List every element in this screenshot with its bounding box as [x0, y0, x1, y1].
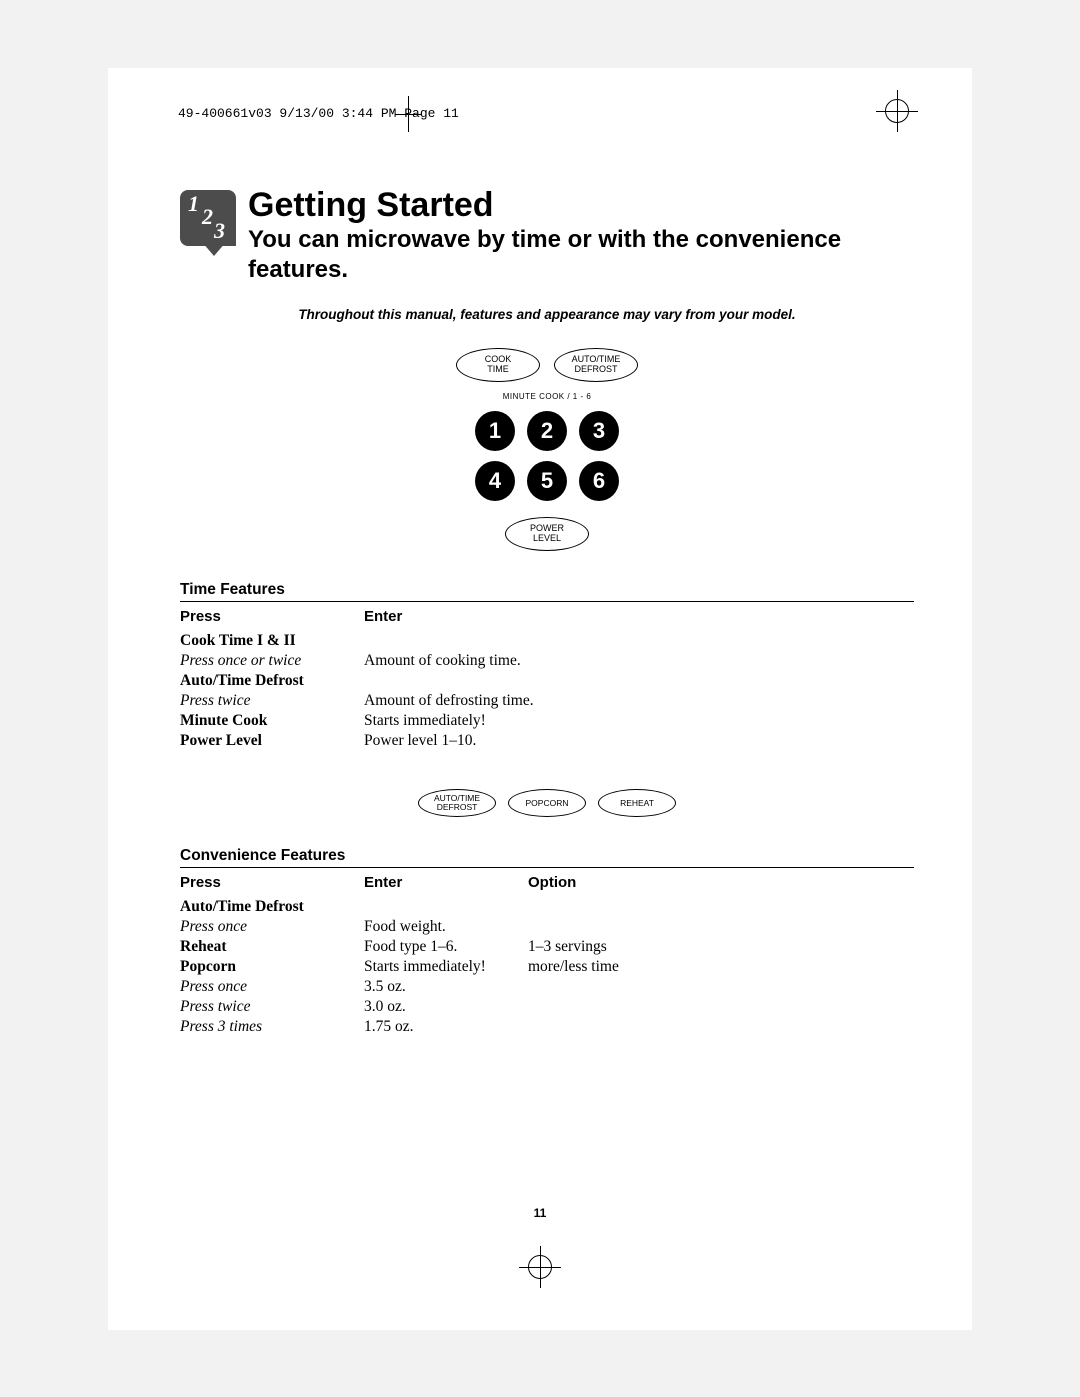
keypad-5: 5: [527, 461, 567, 501]
row-autodefrost-press: Auto/Time Defrost: [180, 671, 360, 691]
cook-time-button-graphic: COOKTIME: [456, 348, 540, 382]
conv-col-enter: Enter: [364, 872, 524, 897]
conv-autodefrost-opt: [528, 917, 914, 937]
row-autodefrost-blank: [364, 671, 914, 691]
row-minutecook-enter: Starts immediately!: [364, 711, 914, 731]
control-panel-convenience: AUTO/TIMEDEFROST POPCORN REHEAT: [180, 789, 914, 817]
conv-autodefrost-enter: Food weight.: [364, 917, 524, 937]
power-level-button-graphic: POWERLEVEL: [505, 517, 589, 551]
time-features-table: Press Enter Cook Time I & II Press once …: [180, 606, 914, 751]
keypad-3: 3: [579, 411, 619, 451]
conv-popcorn-e1: 3.5 oz.: [364, 977, 524, 997]
row-cooktime-press: Cook Time I & II: [180, 631, 360, 651]
page-subtitle: You can microwave by time or with the co…: [248, 225, 914, 285]
row-cooktime-enter-blank: [364, 631, 914, 651]
conv-autodefrost-press: Press once: [180, 917, 360, 937]
registration-mark-top: [882, 96, 912, 126]
control-panel-time: COOKTIME AUTO/TIMEDEFROST MINUTE COOK / …: [417, 348, 677, 551]
row-powerlevel-enter: Power level 1–10.: [364, 731, 914, 751]
conv-reheat-enter: Food type 1–6.: [364, 937, 524, 957]
row-autodefrost-press-detail: Press twice: [180, 691, 360, 711]
conv-col-press: Press: [180, 872, 360, 897]
convenience-features-heading: Convenience Features: [180, 847, 914, 868]
page-title: Getting Started: [248, 186, 914, 225]
time-features-heading: Time Features: [180, 581, 914, 602]
disclaimer-note: Throughout this manual, features and app…: [267, 307, 827, 322]
conv-reheat: Reheat: [180, 937, 360, 957]
conv-popcorn-e2: 3.0 oz.: [364, 997, 524, 1017]
page-number: 11: [108, 1206, 972, 1220]
conv-popcorn-opt: more/less time: [528, 957, 914, 977]
conv-popcorn-p1: Press once: [180, 977, 360, 997]
conv-popcorn-enter: Starts immediately!: [364, 957, 524, 977]
conv-col-option: Option: [528, 872, 914, 897]
registration-mark-bottom: [525, 1252, 555, 1282]
reheat-oval: REHEAT: [598, 789, 676, 817]
conv-popcorn-p3: Press 3 times: [180, 1017, 360, 1037]
keypad-6: 6: [579, 461, 619, 501]
row-autodefrost-enter: Amount of defrosting time.: [364, 691, 914, 711]
convenience-features-table: Press Enter Option Auto/Time Defrost Pre…: [180, 872, 914, 1037]
conv-popcorn-p2: Press twice: [180, 997, 360, 1017]
row-minutecook-press: Minute Cook: [180, 711, 360, 731]
conv-autodefrost: Auto/Time Defrost: [180, 897, 360, 917]
popcorn-oval: POPCORN: [508, 789, 586, 817]
row-powerlevel-press: Power Level: [180, 731, 360, 751]
auto-time-defrost-button-graphic: AUTO/TIMEDEFROST: [554, 348, 638, 382]
auto-defrost-oval: AUTO/TIMEDEFROST: [418, 789, 496, 817]
conv-reheat-opt: 1–3 servings: [528, 937, 914, 957]
conv-popcorn-e3: 1.75 oz.: [364, 1017, 524, 1037]
col-press: Press: [180, 606, 360, 631]
crop-mark: [408, 96, 409, 132]
row-cooktime-press-detail: Press once or twice: [180, 651, 360, 671]
keypad-1: 1: [475, 411, 515, 451]
conv-popcorn: Popcorn: [180, 957, 360, 977]
row-cooktime-enter: Amount of cooking time.: [364, 651, 914, 671]
minute-cook-label: MINUTE COOK / 1 - 6: [503, 392, 592, 401]
col-enter: Enter: [364, 606, 914, 631]
keypad-4: 4: [475, 461, 515, 501]
steps-123-icon: 123: [180, 190, 236, 246]
keypad-2: 2: [527, 411, 567, 451]
